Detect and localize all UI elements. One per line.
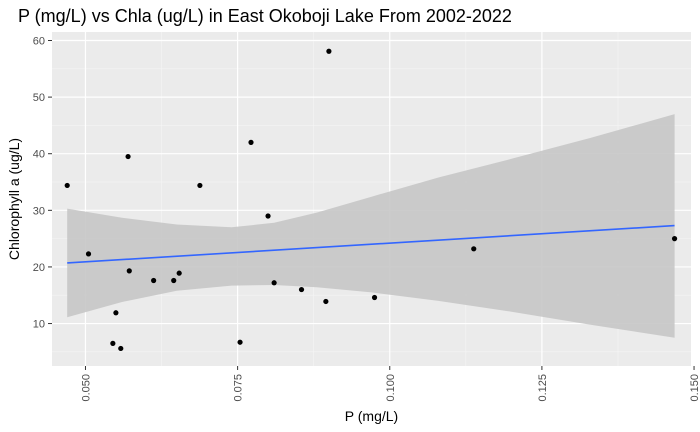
data-point bbox=[110, 340, 116, 346]
x-tick-label: 0.100 bbox=[385, 374, 397, 402]
chart-title: P (mg/L) vs Chla (ug/L) in East Okoboji … bbox=[18, 6, 512, 26]
data-point bbox=[248, 139, 254, 145]
data-point bbox=[176, 270, 182, 276]
data-point bbox=[113, 310, 119, 316]
y-axis-ticks: 10 20 30 40 50 60 bbox=[33, 35, 52, 331]
trend-line bbox=[67, 224, 675, 264]
data-point bbox=[265, 213, 271, 219]
data-point bbox=[371, 294, 378, 301]
data-point bbox=[237, 339, 243, 345]
x-axis-label: P (mg/L) bbox=[345, 408, 398, 424]
data-point bbox=[151, 277, 157, 284]
data-point bbox=[671, 236, 678, 242]
data-point bbox=[118, 345, 124, 352]
x-tick-label: 0.050 bbox=[80, 374, 92, 402]
y-tick-label: 30 bbox=[33, 205, 45, 217]
y-tick-label: 10 bbox=[33, 319, 45, 331]
confidence-band bbox=[67, 114, 675, 338]
y-tick-label: 50 bbox=[33, 92, 45, 104]
data-point bbox=[85, 251, 92, 257]
data-point bbox=[125, 153, 131, 160]
data-points bbox=[64, 48, 678, 352]
data-point bbox=[298, 286, 305, 293]
y-tick-label: 60 bbox=[33, 35, 45, 47]
x-axis-ticks: 0.050 0.075 0.100 0.125 0.150 bbox=[80, 366, 700, 402]
data-point bbox=[126, 268, 132, 274]
data-point bbox=[323, 298, 329, 305]
x-tick-label: 0.125 bbox=[537, 374, 549, 402]
y-axis-label: Chlorophyll a (ug/L) bbox=[6, 138, 22, 260]
data-point bbox=[326, 48, 332, 54]
data-point bbox=[271, 280, 277, 286]
y-tick-label: 20 bbox=[33, 262, 45, 274]
x-tick-label: 0.075 bbox=[233, 374, 245, 402]
data-point bbox=[171, 277, 177, 284]
y-tick-label: 40 bbox=[33, 149, 45, 161]
x-tick-label: 0.150 bbox=[689, 374, 700, 402]
data-point bbox=[471, 246, 477, 252]
data-point bbox=[197, 182, 203, 189]
data-point bbox=[64, 182, 70, 189]
